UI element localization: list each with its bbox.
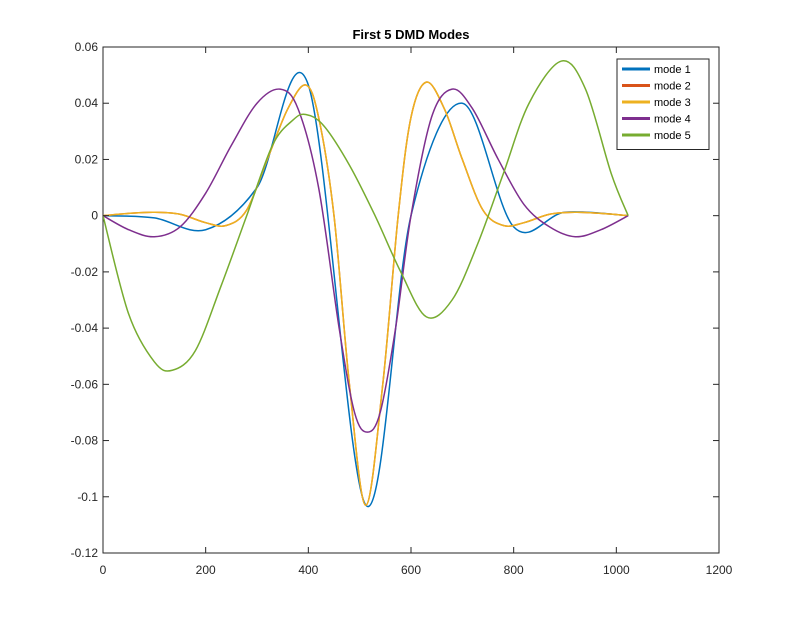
y-tick-label: 0: [91, 209, 98, 223]
y-axis: 0.06 0.04 0.02 0 -0.02 -0.04 -0.06 -0.08 -0.1 -0.…: [71, 40, 719, 560]
y-tick-label: -0.12: [71, 546, 99, 560]
legend-label: mode 5: [654, 130, 691, 142]
legend: mode 1 mode 2 mode 3 mode 4 mode 5: [616, 58, 710, 150]
x-tick-label: 1200: [706, 563, 733, 577]
x-tick-label: 0: [100, 563, 107, 577]
legend-label: mode 2: [654, 81, 691, 93]
legend-label: mode 1: [654, 64, 691, 76]
legend-label: mode 4: [654, 114, 691, 126]
y-tick-label: -0.02: [71, 265, 99, 279]
series-lines: [103, 60, 629, 508]
series-line-mode-5: [103, 60, 629, 372]
y-tick-label: 0.04: [75, 96, 99, 110]
y-tick-label: -0.06: [71, 377, 99, 391]
axes-box: [102, 46, 720, 554]
y-tick-label: -0.04: [71, 321, 99, 335]
y-tick-label: -0.1: [77, 490, 98, 504]
y-tick-label: 0.06: [75, 40, 99, 54]
x-tick-label: 400: [298, 563, 318, 577]
series-line-mode-3: [103, 81, 629, 506]
x-tick-label: 200: [196, 563, 216, 577]
x-tick-label: 800: [504, 563, 524, 577]
y-tick-label: 0.02: [75, 152, 99, 166]
x-tick-label: 600: [401, 563, 421, 577]
chart-title: First 5 DMD Modes: [352, 27, 469, 42]
legend-label: mode 3: [654, 97, 691, 109]
x-axis: 0 200 400 600 800 1000 1200: [100, 47, 733, 577]
plot-area: [102, 46, 720, 554]
series-line-mode-4: [103, 88, 629, 433]
x-tick-label: 1000: [603, 563, 630, 577]
y-tick-label: -0.08: [71, 434, 99, 448]
